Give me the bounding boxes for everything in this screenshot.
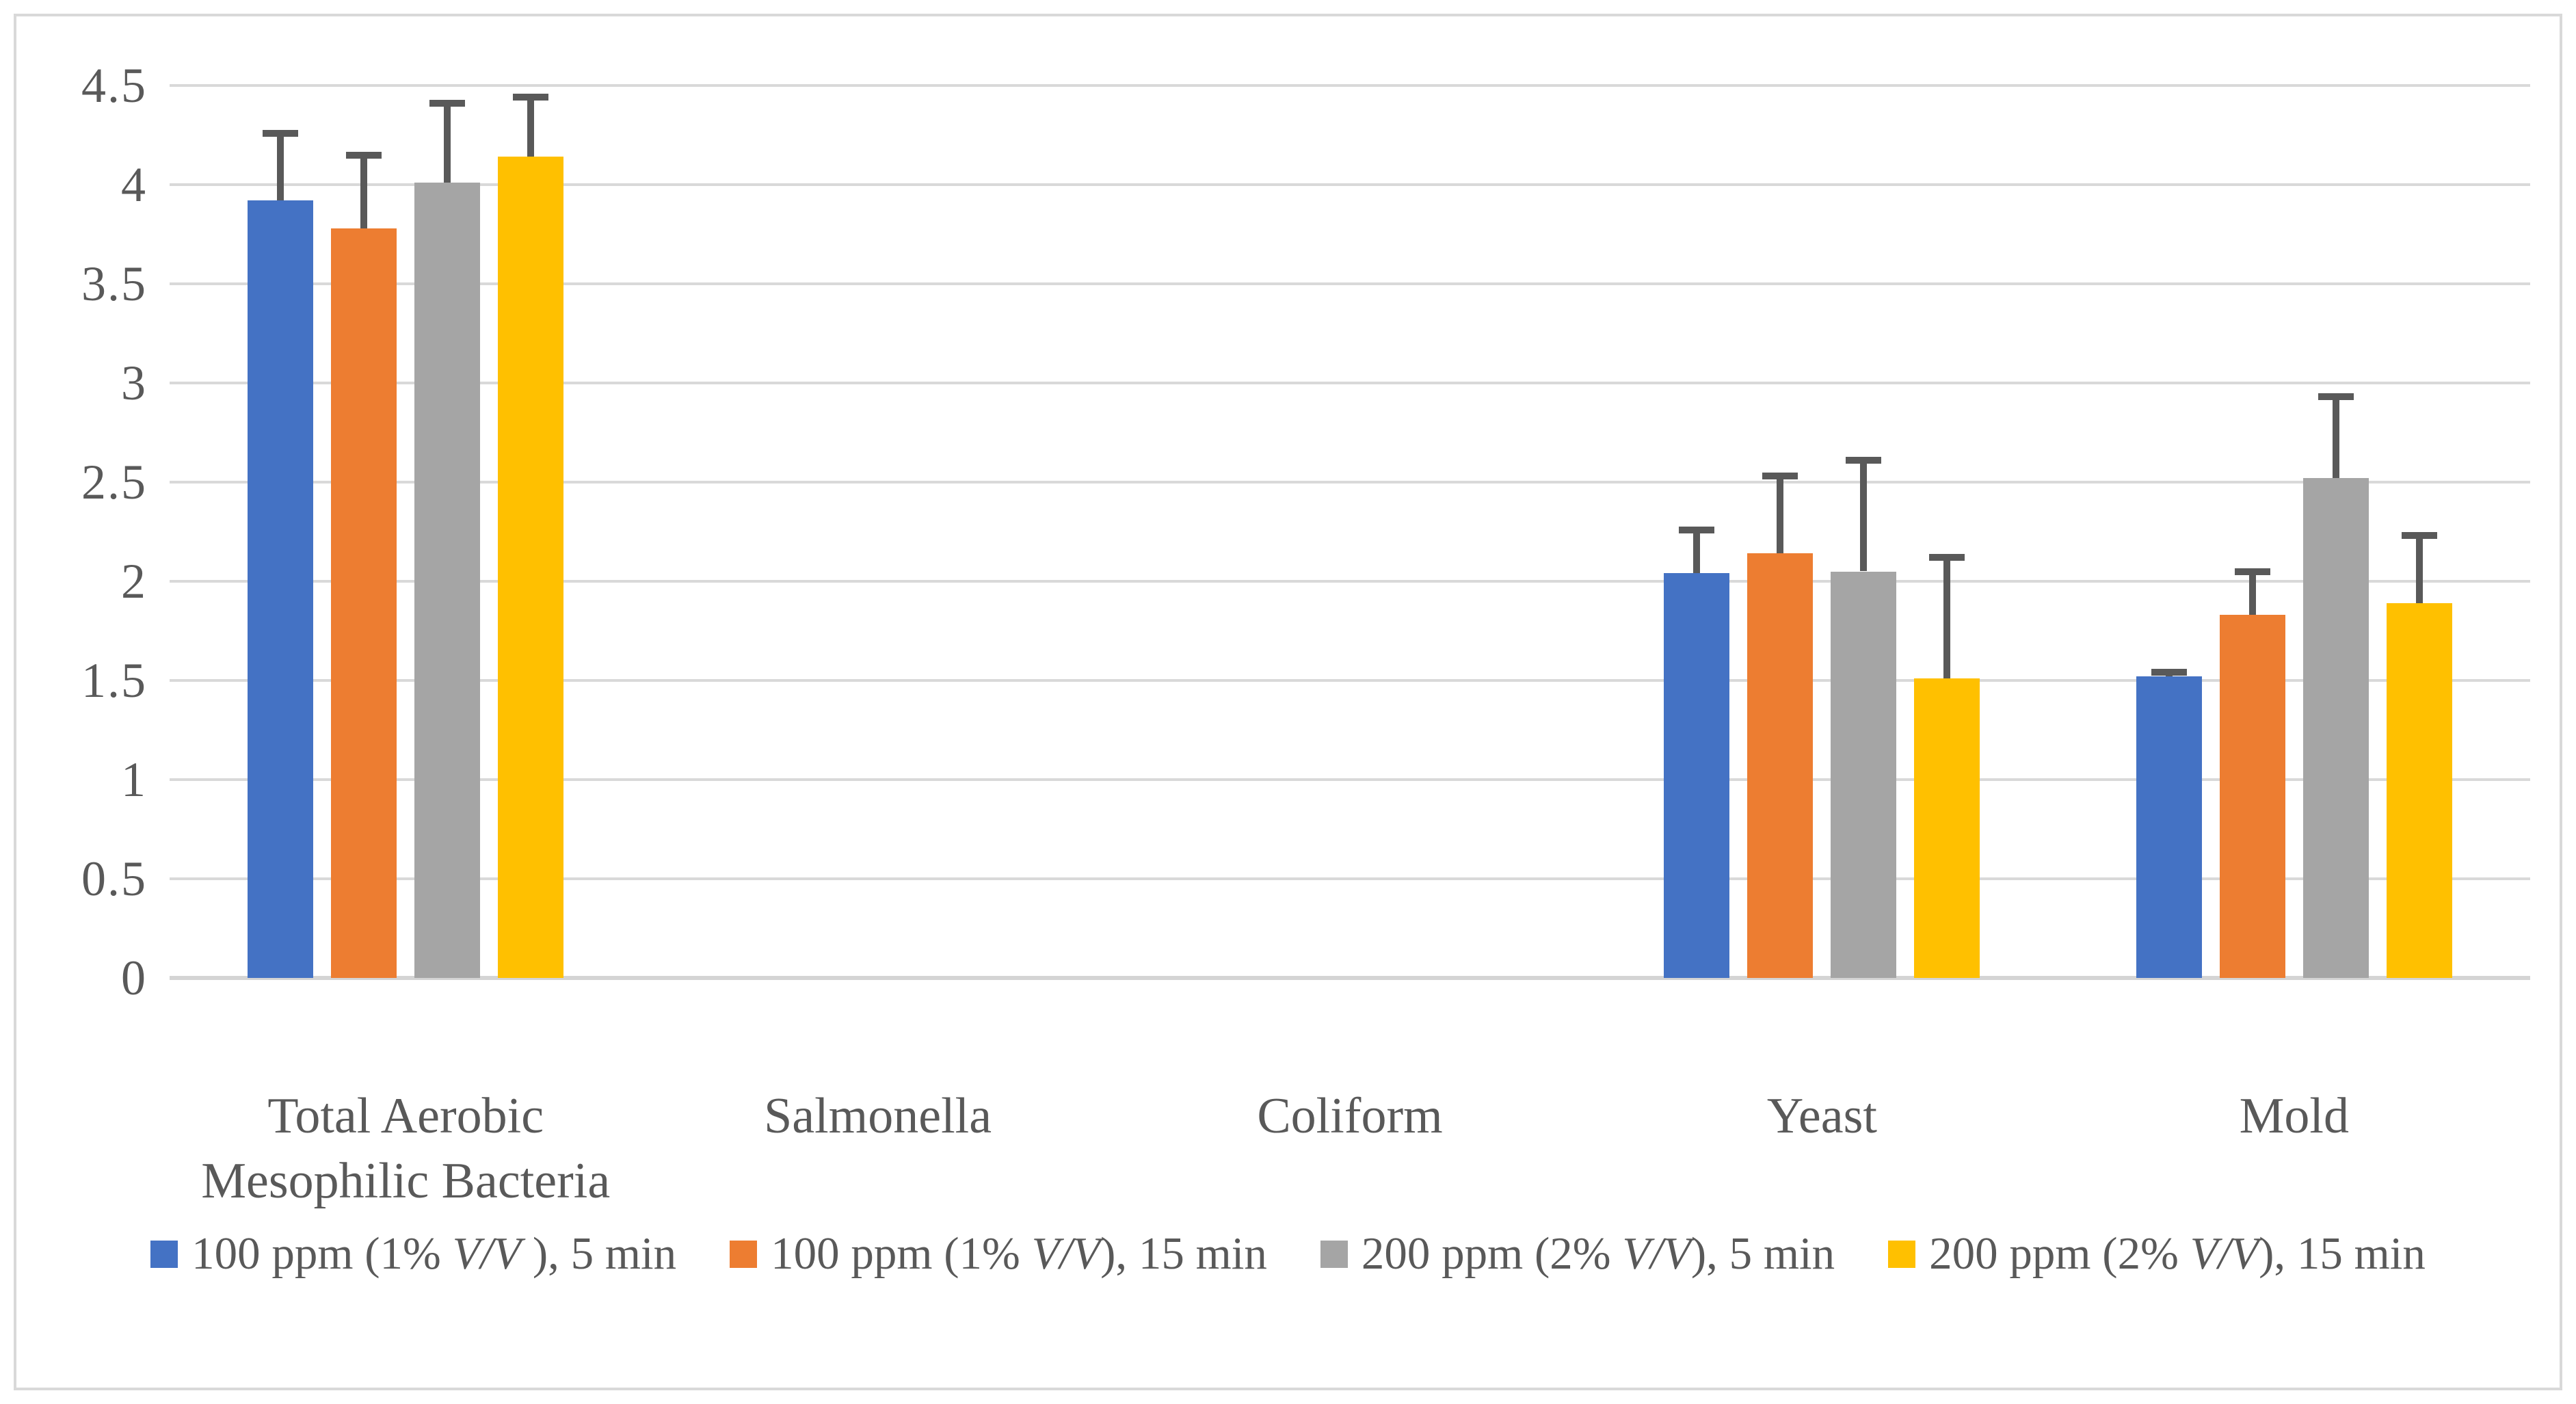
error-bar-cap <box>513 94 549 101</box>
legend-swatch <box>150 1240 178 1268</box>
bar <box>1664 573 1730 978</box>
y-axis-tick-label: 1.5 <box>81 653 147 708</box>
y-axis-tick-label: 4.5 <box>81 58 147 113</box>
bar <box>2302 478 2369 978</box>
legend-swatch <box>1888 1240 1916 1268</box>
y-axis-tick-label: 2 <box>121 554 147 609</box>
gridline <box>170 877 2530 880</box>
bar <box>2136 676 2202 978</box>
error-bar-cap <box>1679 526 1715 533</box>
error-bar <box>1860 460 1868 572</box>
error-bar-cap <box>2151 669 2187 676</box>
x-axis-category-label: Mold <box>2239 1088 2349 1144</box>
vv-italic-text: V/V <box>1031 1228 1101 1279</box>
vv-italic-text: V/V <box>2190 1228 2259 1279</box>
y-axis-tick-label: 0.5 <box>81 851 147 906</box>
error-bar-cap <box>2318 393 2354 401</box>
legend-item: 100 ppm (1% V/V), 15 min <box>730 1228 1267 1280</box>
x-axis-line <box>170 976 2530 980</box>
legend: 100 ppm (1% V/V ), 5 min 100 ppm (1% V/V)… <box>27 1228 2549 1280</box>
gridline <box>170 282 2530 285</box>
y-axis-tick-label: 4 <box>121 157 147 212</box>
error-bar <box>2248 571 2256 615</box>
y-axis-tick-label: 1 <box>121 752 147 807</box>
legend-label: 200 ppm (2% V/V), 5 min <box>1361 1228 1835 1279</box>
error-bar <box>360 155 368 228</box>
bar <box>1831 571 1897 978</box>
gridline <box>170 580 2530 583</box>
y-axis-tick-label: 2.5 <box>81 455 147 509</box>
legend-item: 200 ppm (2% V/V), 15 min <box>1888 1228 2426 1280</box>
gridline <box>170 382 2530 384</box>
legend-label: 100 ppm (1% V/V ), 5 min <box>191 1228 677 1279</box>
error-bar <box>1777 476 1784 554</box>
error-bar-cap <box>2234 568 2270 575</box>
legend-label: 200 ppm (2% V/V), 15 min <box>1929 1228 2426 1279</box>
error-bar <box>2332 397 2339 479</box>
bar <box>248 200 314 978</box>
y-axis-tick-label: 3 <box>121 356 147 410</box>
legend-label: 100 ppm (1% V/V), 15 min <box>771 1228 1267 1279</box>
x-axis-category-label: Total Aerobic Mesophilic Bacteria <box>201 1088 611 1209</box>
error-bar-cap <box>263 129 299 137</box>
bar <box>331 228 397 978</box>
vv-italic-text: V/V <box>452 1228 522 1279</box>
bar <box>2219 615 2285 978</box>
gridline <box>170 183 2530 186</box>
gridline <box>170 679 2530 682</box>
gridline <box>170 84 2530 87</box>
legend-item: 100 ppm (1% V/V ), 5 min <box>150 1228 676 1280</box>
error-bar <box>2415 535 2423 603</box>
error-bar <box>444 103 451 183</box>
bar <box>2386 602 2452 978</box>
error-bar <box>277 133 284 201</box>
gridline <box>170 481 2530 484</box>
error-bar-cap <box>1762 473 1798 480</box>
gridline <box>170 778 2530 781</box>
bar <box>414 183 481 978</box>
error-bar-cap <box>1929 554 1965 561</box>
error-bar-cap <box>1846 457 1882 464</box>
error-bar <box>527 97 535 157</box>
y-axis-tick-label: 3.5 <box>81 256 147 311</box>
bar <box>1914 678 1980 978</box>
legend-swatch <box>730 1240 758 1268</box>
error-bar-cap <box>2401 532 2437 540</box>
error-bar <box>1943 557 1951 679</box>
x-axis-category-label: Yeast <box>1766 1088 1877 1144</box>
x-axis-category-label: Coliform <box>1257 1088 1443 1144</box>
error-bar-cap <box>346 151 382 159</box>
bar <box>498 157 564 978</box>
y-axis-tick-label: 0 <box>121 951 147 1005</box>
error-bar-cap <box>429 100 466 107</box>
vv-italic-text: V/V <box>1622 1228 1691 1279</box>
error-bar <box>1693 529 1701 574</box>
bar <box>1747 553 1814 978</box>
legend-swatch <box>1320 1240 1348 1268</box>
x-axis-category-label: Salmonella <box>764 1088 992 1144</box>
legend-item: 200 ppm (2% V/V), 5 min <box>1320 1228 1835 1280</box>
